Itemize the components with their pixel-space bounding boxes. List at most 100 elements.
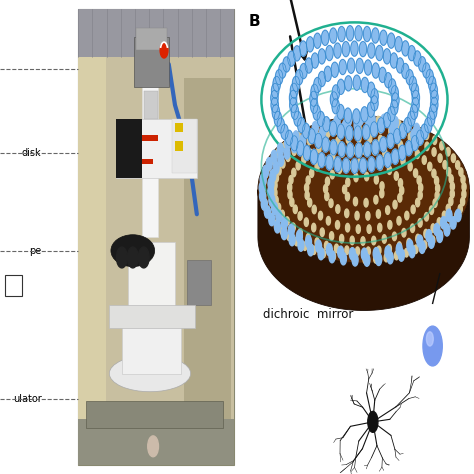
Circle shape [430, 97, 438, 112]
Circle shape [355, 211, 359, 220]
Bar [78, 9, 234, 57]
Circle shape [290, 97, 297, 112]
Bar [144, 91, 158, 118]
Circle shape [365, 60, 372, 75]
Circle shape [326, 244, 332, 256]
Bar [136, 27, 167, 50]
Circle shape [270, 170, 276, 182]
Circle shape [304, 218, 309, 227]
Circle shape [444, 224, 450, 236]
Circle shape [318, 247, 324, 260]
Circle shape [429, 104, 437, 119]
Circle shape [408, 111, 415, 126]
Circle shape [293, 205, 297, 213]
Circle shape [449, 197, 453, 206]
Circle shape [298, 212, 302, 220]
Circle shape [450, 219, 454, 227]
Circle shape [372, 63, 379, 78]
Circle shape [379, 67, 386, 82]
Ellipse shape [109, 356, 191, 392]
Circle shape [401, 125, 406, 137]
Circle shape [373, 247, 379, 260]
Circle shape [261, 198, 267, 210]
Bar [128, 242, 175, 314]
Circle shape [334, 43, 341, 58]
Circle shape [314, 124, 318, 132]
Circle shape [329, 121, 337, 136]
Circle shape [368, 157, 375, 172]
Circle shape [339, 235, 344, 243]
Circle shape [324, 184, 328, 193]
Bar [5, 275, 22, 296]
Circle shape [416, 127, 420, 135]
Circle shape [288, 191, 292, 199]
Circle shape [368, 134, 372, 143]
Circle shape [397, 242, 401, 250]
Circle shape [346, 126, 353, 141]
Circle shape [387, 166, 392, 174]
Bar [188, 260, 211, 305]
Circle shape [384, 253, 388, 262]
Circle shape [395, 36, 402, 52]
Circle shape [310, 169, 314, 177]
Circle shape [340, 253, 346, 265]
Circle shape [128, 247, 138, 268]
Circle shape [281, 228, 287, 240]
Circle shape [425, 118, 432, 133]
Circle shape [342, 120, 348, 132]
Circle shape [272, 104, 280, 119]
Circle shape [329, 28, 337, 43]
Circle shape [310, 98, 318, 113]
Circle shape [273, 76, 280, 91]
Circle shape [310, 91, 317, 106]
Circle shape [292, 147, 296, 155]
Circle shape [302, 155, 306, 164]
Circle shape [435, 176, 438, 185]
Circle shape [274, 111, 282, 127]
Circle shape [272, 202, 278, 215]
Bar [109, 305, 195, 328]
Circle shape [430, 83, 438, 98]
Circle shape [336, 137, 340, 146]
Circle shape [355, 26, 362, 41]
Circle shape [300, 135, 306, 147]
Circle shape [411, 129, 417, 141]
Circle shape [334, 115, 340, 128]
Circle shape [392, 152, 397, 161]
Circle shape [324, 121, 328, 129]
Circle shape [437, 218, 441, 226]
Circle shape [346, 192, 349, 201]
Circle shape [408, 133, 412, 141]
Circle shape [461, 175, 465, 183]
Circle shape [416, 234, 420, 243]
Circle shape [392, 93, 399, 108]
Circle shape [264, 206, 270, 218]
Circle shape [288, 183, 292, 191]
Circle shape [424, 212, 428, 221]
Circle shape [399, 141, 402, 149]
Circle shape [388, 33, 395, 48]
Circle shape [278, 154, 284, 166]
Circle shape [389, 79, 396, 94]
Circle shape [365, 116, 370, 124]
Circle shape [388, 220, 392, 229]
Circle shape [357, 124, 361, 132]
Circle shape [405, 211, 409, 220]
Circle shape [286, 153, 290, 162]
Circle shape [336, 220, 339, 229]
Circle shape [346, 143, 354, 158]
Circle shape [437, 230, 443, 243]
Bar [116, 118, 142, 178]
Circle shape [407, 239, 413, 252]
Circle shape [418, 219, 422, 227]
Circle shape [331, 152, 335, 161]
Circle shape [431, 224, 435, 232]
Circle shape [281, 124, 288, 139]
Circle shape [399, 145, 406, 160]
Circle shape [367, 102, 374, 117]
Circle shape [392, 117, 398, 129]
Circle shape [381, 114, 387, 127]
Circle shape [387, 245, 392, 253]
Circle shape [289, 234, 295, 246]
Circle shape [273, 181, 277, 190]
